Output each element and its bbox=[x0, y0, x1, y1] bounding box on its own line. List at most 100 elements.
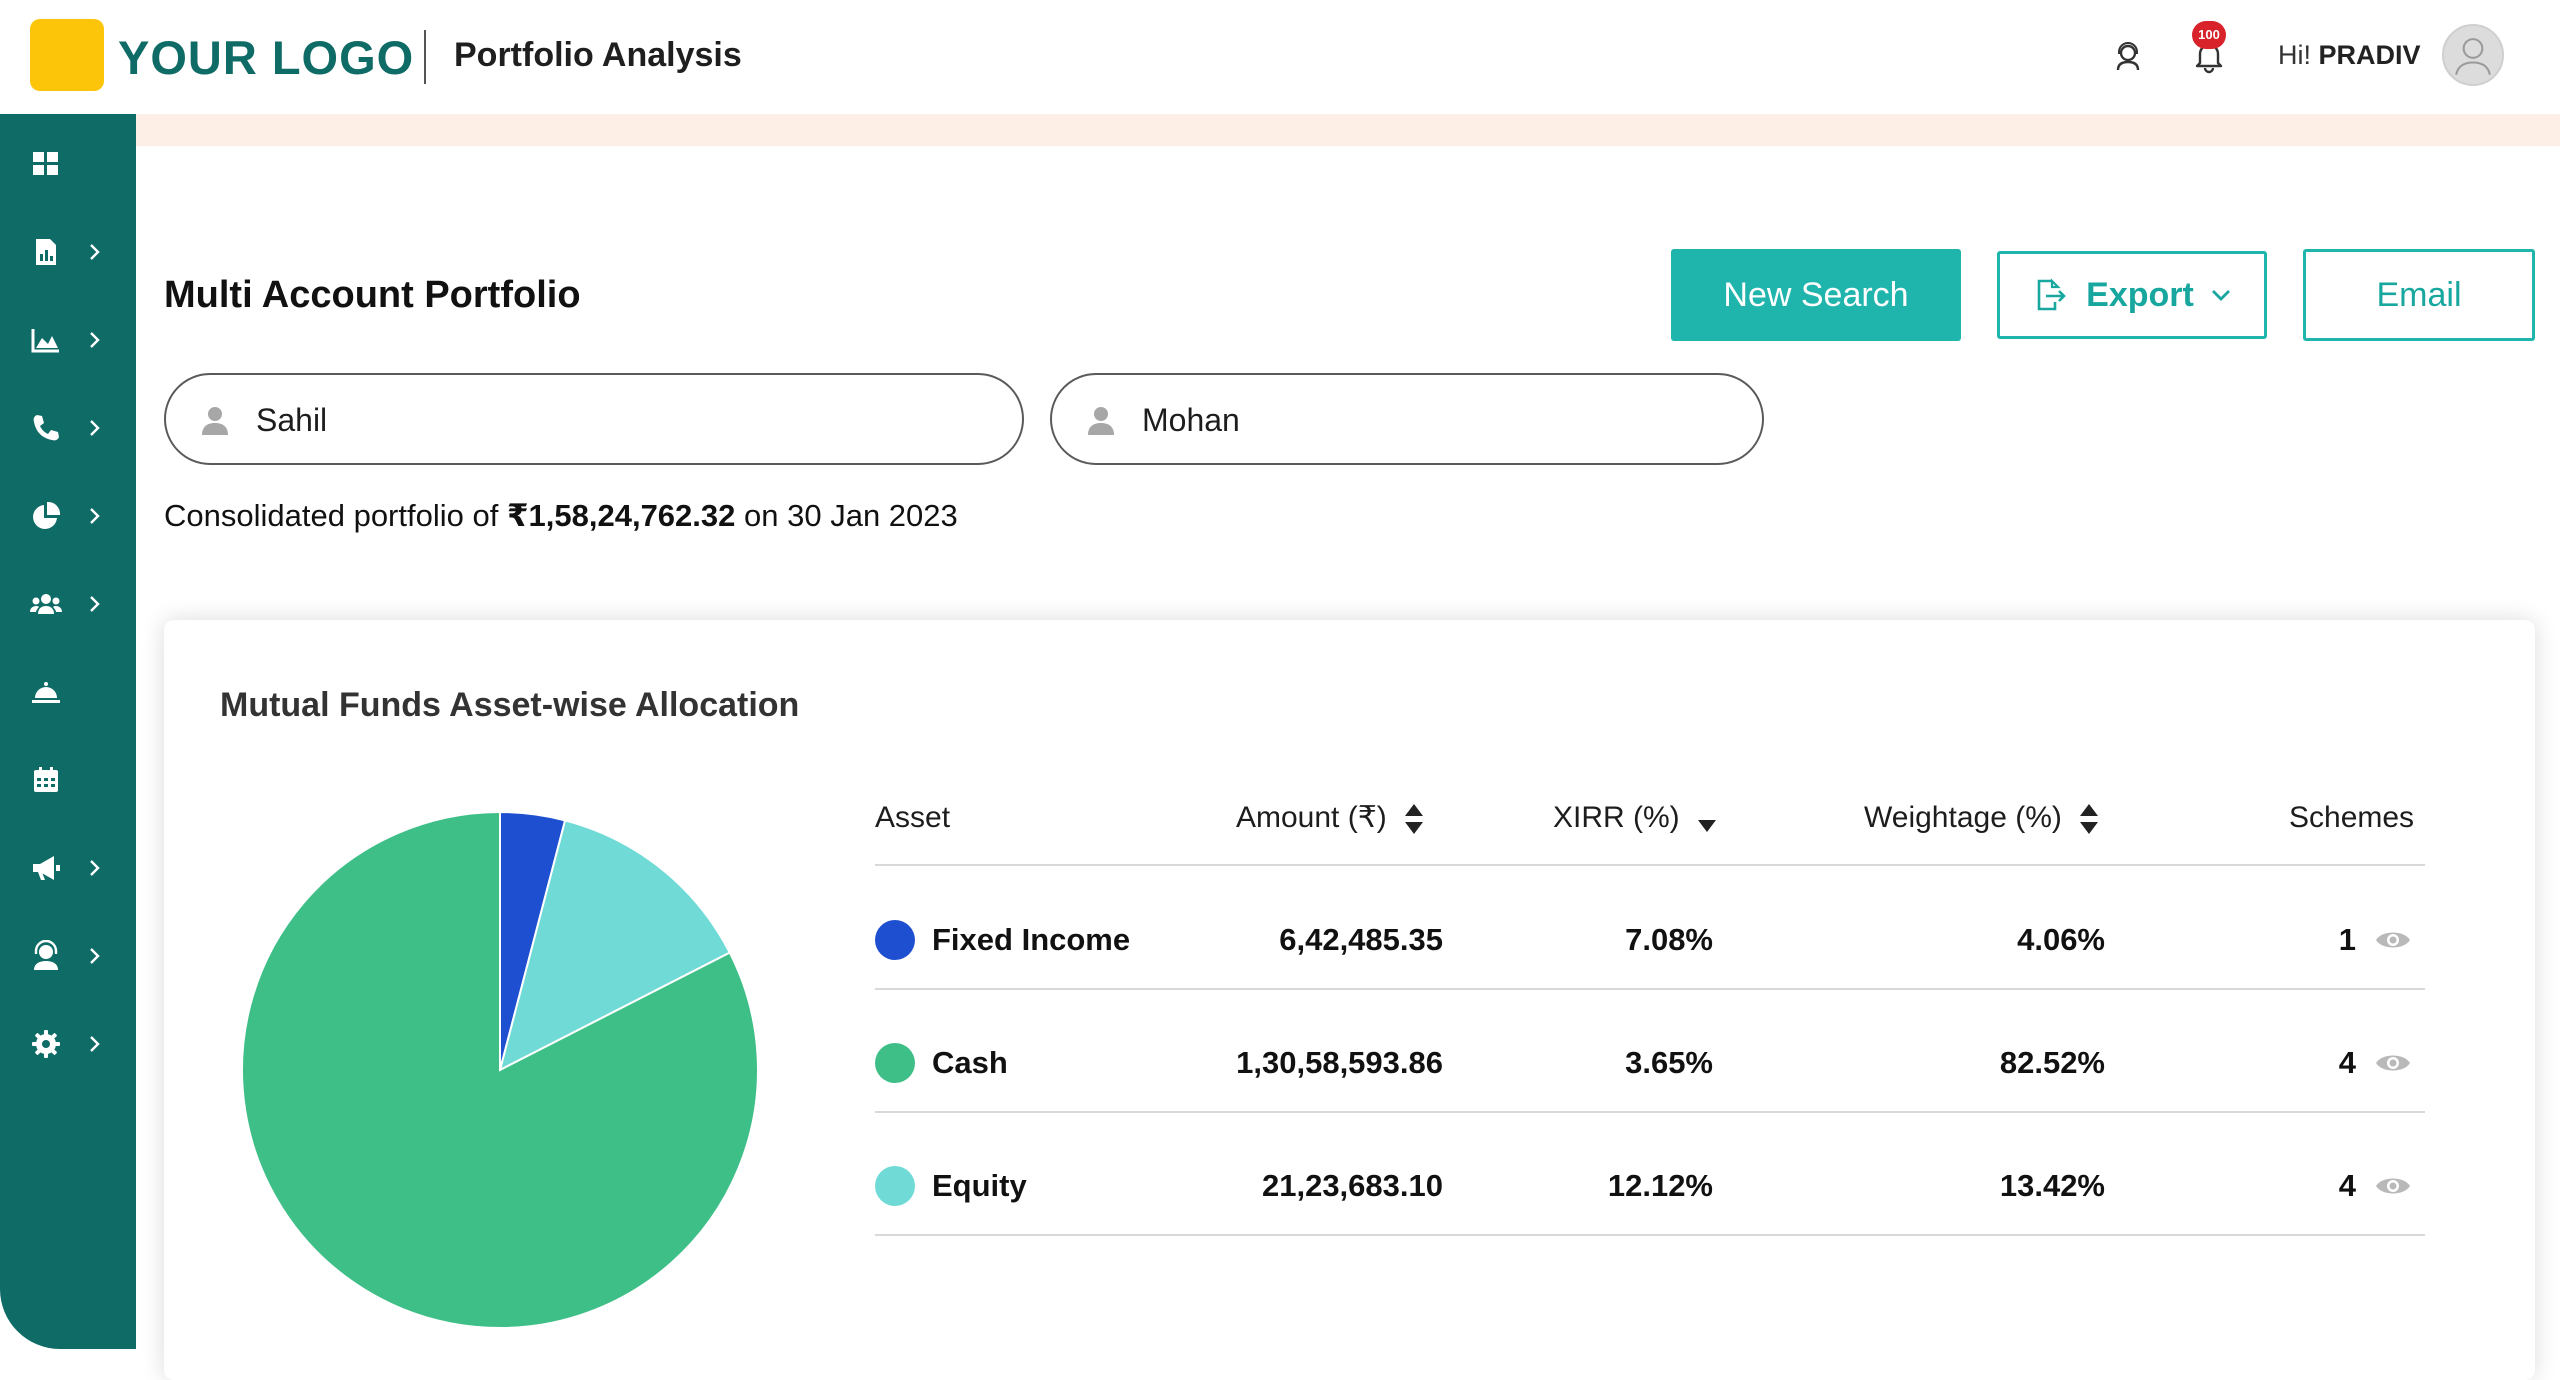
chevron-right-icon bbox=[90, 508, 100, 524]
section-title: Multi Account Portfolio bbox=[164, 274, 581, 316]
weightage-header-label: Weightage (%) bbox=[1864, 801, 2062, 834]
headset-icon bbox=[34, 940, 58, 970]
megaphone-icon bbox=[33, 856, 60, 880]
sidebar bbox=[0, 114, 136, 1349]
table-divider bbox=[875, 988, 2425, 990]
notification-badge: 100 bbox=[2192, 21, 2226, 49]
amount-cell: 6,42,485.35 bbox=[1279, 922, 1443, 957]
gear-icon bbox=[32, 1030, 60, 1058]
summary-date: on 30 Jan 2023 bbox=[744, 498, 958, 533]
user-icon bbox=[1088, 407, 1114, 435]
eye-icon[interactable] bbox=[2374, 1050, 2412, 1076]
asset-name: Cash bbox=[932, 1045, 1008, 1080]
page-title: Portfolio Analysis bbox=[454, 36, 742, 74]
logo-text: YOUR LOGO bbox=[118, 31, 415, 84]
column-header-xirr[interactable]: XIRR (%) bbox=[1553, 800, 1718, 836]
column-header-asset: Asset bbox=[875, 801, 951, 834]
sidebar-item-clients[interactable] bbox=[0, 574, 136, 634]
amount-cell: 21,23,683.10 bbox=[1261, 1168, 1443, 1203]
schemes-count: 1 bbox=[2338, 922, 2356, 957]
account-name: Sahil bbox=[256, 402, 328, 438]
chevron-right-icon bbox=[90, 244, 100, 260]
chevron-right-icon bbox=[90, 1036, 100, 1052]
column-header-schemes: Schemes bbox=[2289, 801, 2415, 834]
amount-header-label: Amount (₹) bbox=[1236, 801, 1387, 834]
greeting-prefix: Hi! bbox=[2278, 40, 2311, 70]
table-divider bbox=[875, 1234, 2425, 1236]
notice-strip bbox=[136, 114, 2560, 146]
account-chip[interactable]: Mohan bbox=[1050, 373, 1764, 465]
user-icon bbox=[202, 407, 228, 435]
weightage-cell: 13.42% bbox=[1999, 1168, 2105, 1203]
chevron-right-icon bbox=[90, 948, 100, 964]
header-divider bbox=[424, 30, 426, 84]
chevron-right-icon bbox=[90, 420, 100, 436]
weightage-cell: 82.52% bbox=[1999, 1045, 2105, 1080]
chevron-down-icon bbox=[2211, 290, 2230, 301]
pie-chart-icon bbox=[33, 501, 61, 529]
sort-icon bbox=[2080, 804, 2099, 835]
table-divider bbox=[875, 1111, 2425, 1113]
eye-icon[interactable] bbox=[2374, 1173, 2412, 1199]
top-header: YOUR LOGO Portfolio Analysis 100 Hi! PRA… bbox=[0, 0, 2560, 114]
schemes-count: 4 bbox=[2338, 1045, 2356, 1080]
account-name: Mohan bbox=[1142, 402, 1240, 438]
summary-prefix: Consolidated portfolio of bbox=[164, 498, 499, 533]
export-icon bbox=[2037, 278, 2066, 311]
amount-cell: 1,30,58,593.86 bbox=[1236, 1045, 1443, 1080]
email-button[interactable]: Email bbox=[2303, 249, 2535, 341]
sidebar-item-services[interactable] bbox=[0, 662, 136, 722]
sidebar-item-support[interactable] bbox=[0, 926, 136, 986]
allocation-pie-chart bbox=[241, 810, 759, 1329]
table-divider bbox=[875, 864, 2425, 866]
portfolio-summary: Consolidated portfolio of ₹1,58,24,762.3… bbox=[164, 496, 958, 536]
sidebar-item-portfolio[interactable] bbox=[0, 486, 136, 546]
calendar-icon bbox=[34, 767, 58, 792]
pie-slice-cash[interactable] bbox=[241, 810, 759, 1329]
sort-desc-icon bbox=[1698, 820, 1717, 833]
weightage-cell: 4.06% bbox=[2017, 922, 2105, 957]
avatar-user-icon bbox=[2455, 38, 2491, 75]
sidebar-item-analytics[interactable] bbox=[0, 310, 136, 370]
support-icon[interactable] bbox=[2112, 40, 2144, 72]
sidebar-item-reports[interactable] bbox=[0, 222, 136, 282]
xirr-header-label: XIRR (%) bbox=[1553, 801, 1680, 834]
area-chart-icon bbox=[31, 329, 59, 353]
schemes-count: 4 bbox=[2338, 1168, 2356, 1203]
user-name: PRADIV bbox=[2318, 40, 2421, 70]
new-search-button[interactable]: New Search bbox=[1671, 249, 1961, 341]
sidebar-item-campaigns[interactable] bbox=[0, 838, 136, 898]
legend-dot bbox=[875, 1043, 915, 1083]
grid-icon bbox=[33, 152, 58, 175]
phone-icon bbox=[33, 415, 59, 441]
bell-desk-icon bbox=[32, 682, 60, 703]
logo-mark bbox=[30, 19, 104, 91]
export-label: Export bbox=[2086, 275, 2194, 314]
legend-dot bbox=[875, 1166, 915, 1206]
card-title: Mutual Funds Asset-wise Allocation bbox=[220, 686, 800, 724]
sidebar-item-settings[interactable] bbox=[0, 1014, 136, 1074]
xirr-cell: 12.12% bbox=[1607, 1168, 1713, 1203]
sort-icon bbox=[1405, 804, 1424, 835]
avatar[interactable] bbox=[2442, 24, 2504, 86]
chevron-right-icon bbox=[90, 596, 100, 612]
asset-name: Fixed Income bbox=[932, 922, 1131, 957]
pie-slice-equity[interactable] bbox=[498, 819, 732, 1072]
summary-amount: ₹1,58,24,762.32 bbox=[506, 498, 736, 533]
xirr-cell: 3.65% bbox=[1625, 1045, 1713, 1080]
xirr-cell: 7.08% bbox=[1625, 922, 1713, 957]
sidebar-item-calendar[interactable] bbox=[0, 750, 136, 810]
column-header-amount[interactable]: Amount (₹) bbox=[1236, 800, 1425, 836]
users-icon bbox=[30, 594, 62, 614]
user-greeting[interactable]: Hi! PRADIV bbox=[2278, 38, 2421, 72]
sidebar-item-calls[interactable] bbox=[0, 398, 136, 458]
eye-icon[interactable] bbox=[2374, 927, 2412, 953]
report-icon bbox=[36, 239, 56, 265]
column-header-weightage[interactable]: Weightage (%) bbox=[1864, 800, 2100, 836]
export-button[interactable]: Export bbox=[1997, 251, 2267, 339]
asset-name: Equity bbox=[932, 1168, 1027, 1203]
chevron-right-icon bbox=[90, 860, 100, 876]
account-chip[interactable]: Sahil bbox=[164, 373, 1024, 465]
chevron-right-icon bbox=[90, 332, 100, 348]
sidebar-item-dashboard[interactable] bbox=[0, 134, 136, 194]
